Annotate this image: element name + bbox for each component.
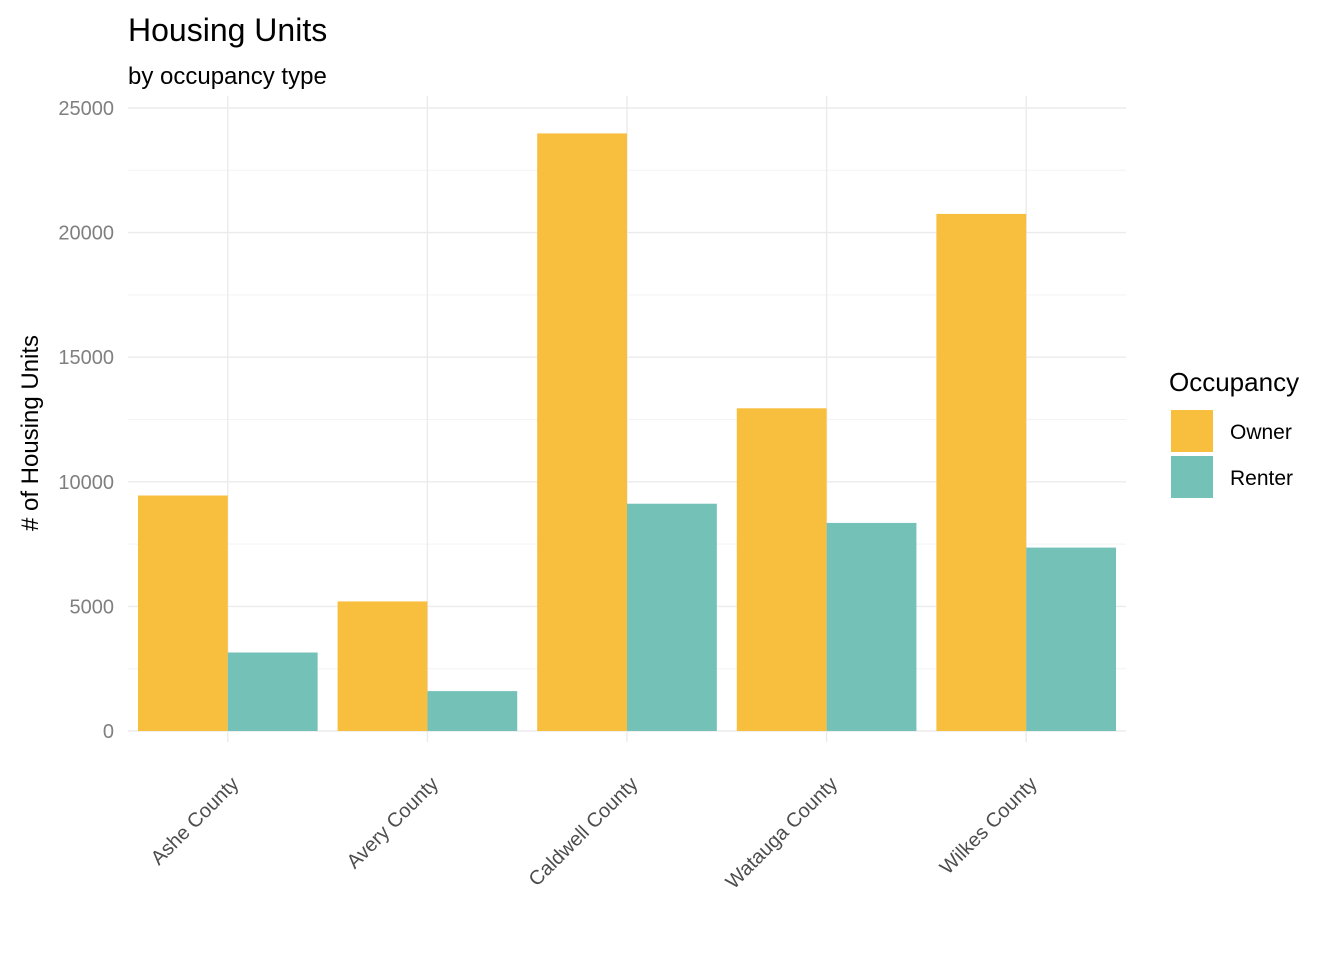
legend: Occupancy Owner Renter <box>1169 367 1299 498</box>
y-tick-label: 15000 <box>58 347 114 369</box>
x-tick-label: Ashe County <box>147 773 244 870</box>
x-tick-label: Caldwell County <box>525 773 643 891</box>
bar-owner <box>137 495 228 731</box>
y-tick-label: 0 <box>103 721 114 743</box>
legend-items: Owner Renter <box>1171 410 1293 498</box>
y-axis-label: # of Housing Units <box>17 335 44 531</box>
y-tick-label: 25000 <box>58 98 114 120</box>
chart-subtitle: by occupancy type <box>128 63 327 90</box>
y-tick-label: 5000 <box>70 596 115 618</box>
legend-label-renter: Renter <box>1230 467 1293 490</box>
bar-owner <box>537 133 627 731</box>
y-tick-label: 10000 <box>58 472 114 494</box>
bar-renter <box>1026 547 1117 731</box>
bar-renter <box>427 691 518 731</box>
bar-renter <box>826 522 917 731</box>
legend-title: Occupancy <box>1169 367 1299 397</box>
y-tick-label: 20000 <box>58 223 114 245</box>
x-tick-label: Watauga County <box>722 773 842 893</box>
x-tick-label: Wilkes County <box>936 773 1042 879</box>
legend-swatch-owner <box>1171 410 1213 452</box>
bar-renter <box>227 652 318 731</box>
bars-layer <box>137 133 1117 731</box>
bar-owner <box>936 213 1027 731</box>
chart-title: Housing Units <box>128 12 327 48</box>
x-axis-ticks: Ashe County Avery County Caldwell County Wa… <box>147 773 1042 893</box>
x-tick-label: Avery County <box>343 773 443 873</box>
bar-owner <box>736 408 827 731</box>
y-axis-ticks: 0 5000 10000 15000 20000 25000 <box>58 98 114 743</box>
legend-swatch-renter <box>1171 456 1213 498</box>
bar-renter <box>627 503 717 731</box>
bar-owner <box>337 601 428 731</box>
legend-label-owner: Owner <box>1230 421 1292 444</box>
